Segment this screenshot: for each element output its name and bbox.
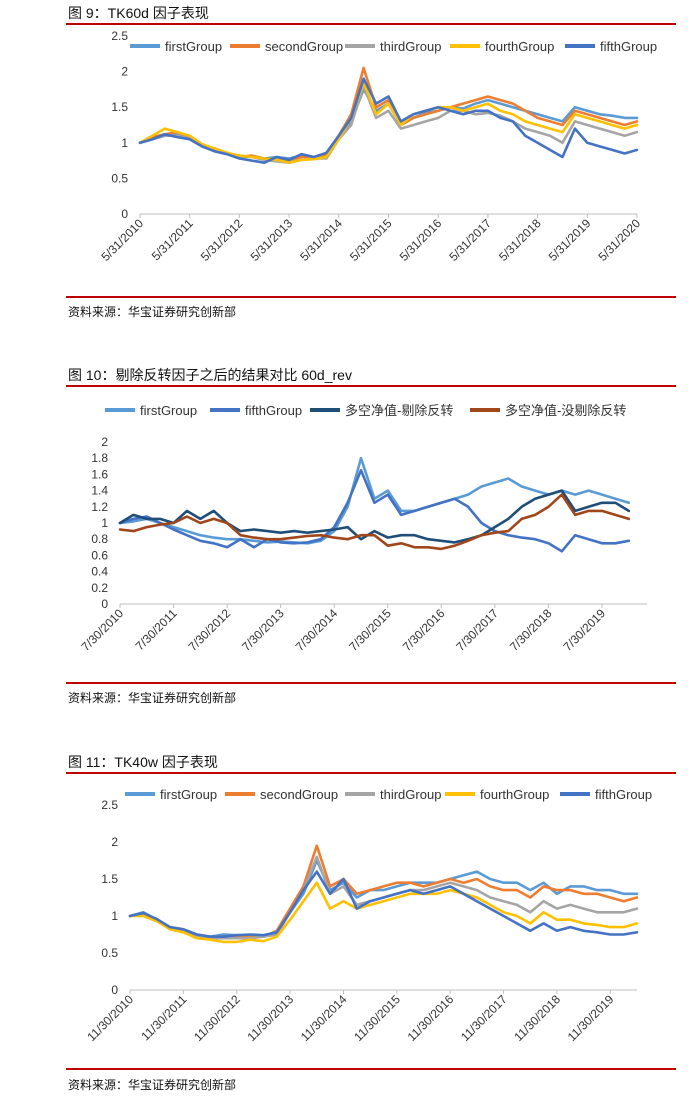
series-line-0 <box>118 456 631 545</box>
legend-label: fourthGroup <box>485 39 554 54</box>
x-tick-label: 5/31/2017 <box>446 216 494 264</box>
figure-11-top-rule <box>66 772 676 774</box>
x-tick-label: 11/30/2019 <box>565 992 617 1044</box>
legend-label: firstGroup <box>140 403 197 418</box>
y-tick-label: 1 <box>121 136 128 150</box>
y-tick-label: 1 <box>111 909 118 923</box>
legend-label: secondGroup <box>260 787 338 802</box>
figure-9-bottom-rule <box>66 296 676 298</box>
x-tick-label: 5/31/2016 <box>397 216 445 264</box>
figure-9-chart: 00.511.522.55/31/2010 5/31/2011 5/31/2012 5… <box>98 29 657 264</box>
series-line-4 <box>138 77 639 164</box>
x-tick-label: 7/30/2019 <box>560 606 608 654</box>
x-tick-label: 5/31/2011 <box>149 216 196 263</box>
x-tick-label: 7/30/2015 <box>346 606 394 654</box>
series-line-2 <box>118 489 631 544</box>
figure-11-source: 资料来源：华宝证券研究创新部 <box>68 1078 237 1092</box>
y-tick-label: 1.5 <box>101 872 118 886</box>
x-tick-label: 11/30/2014 <box>298 992 350 1044</box>
legend-label: fifthGroup <box>595 787 652 802</box>
x-tick-label: 7/30/2018 <box>507 606 555 654</box>
y-tick-label: 1.2 <box>91 500 108 514</box>
x-tick-label: 7/30/2012 <box>186 606 234 654</box>
y-tick-label: 0.5 <box>101 946 118 960</box>
x-tick-label: 5/31/2015 <box>347 216 395 264</box>
y-tick-label: 2 <box>111 835 118 849</box>
legend-label: fifthGroup <box>600 39 657 54</box>
x-tick-label: 5/31/2013 <box>248 216 296 264</box>
legend-label: 多空净值-没剔除反转 <box>505 403 626 418</box>
x-tick-label: 7/30/2013 <box>239 606 287 654</box>
figure-9-top-rule <box>66 23 676 25</box>
x-tick-label: 11/30/2013 <box>244 992 296 1044</box>
figure-10-title: 图 10：剔除反转因子之后的结果对比 60d_rev <box>68 367 352 383</box>
legend-label: thirdGroup <box>380 39 441 54</box>
y-tick-label: 2.5 <box>101 798 118 812</box>
legend-label: secondGroup <box>265 39 343 54</box>
series-line-3 <box>128 881 639 944</box>
y-tick-label: 0.6 <box>91 548 108 562</box>
y-tick-label: 0.8 <box>91 532 108 546</box>
figure-11-chart: 00.511.522.511/30/2010 11/30/2011 11/30/20… <box>84 787 652 1044</box>
y-tick-label: 1.4 <box>91 484 108 498</box>
y-tick-label: 0.5 <box>111 171 128 185</box>
y-tick-label: 1 <box>101 516 108 530</box>
series-line-3 <box>118 493 631 551</box>
legend-label: firstGroup <box>160 787 217 802</box>
x-tick-label: 11/30/2017 <box>458 992 510 1044</box>
x-tick-label: 7/30/2014 <box>293 606 341 654</box>
y-tick-label: 2 <box>101 435 108 449</box>
figure-11-bottom-rule <box>66 1068 676 1070</box>
y-tick-label: 0 <box>121 207 128 221</box>
figure-9-source: 资料来源：华宝证券研究创新部 <box>68 305 237 319</box>
legend-label: firstGroup <box>165 39 222 54</box>
series-line-3 <box>138 80 639 164</box>
x-tick-label: 11/30/2018 <box>511 992 563 1044</box>
y-tick-label: 1.5 <box>111 100 128 114</box>
legend-label: thirdGroup <box>380 787 441 802</box>
x-tick-label: 7/30/2010 <box>78 606 126 654</box>
x-tick-label: 5/31/2018 <box>496 216 544 264</box>
y-tick-label: 1.8 <box>91 451 108 465</box>
y-tick-label: 0.4 <box>91 565 108 579</box>
figure-10-bottom-rule <box>66 682 676 684</box>
x-tick-label: 5/31/2014 <box>297 216 345 264</box>
figure-11-title: 图 11：TK40w 因子表现 <box>68 754 218 770</box>
x-tick-label: 7/30/2011 <box>133 606 180 653</box>
y-tick-label: 0 <box>111 983 118 997</box>
x-tick-label: 11/30/2015 <box>351 992 403 1044</box>
y-tick-label: 0.2 <box>91 581 108 595</box>
x-tick-label: 7/30/2017 <box>453 606 501 654</box>
legend-label: 多空净值-剔除反转 <box>345 403 453 418</box>
x-tick-label: 11/30/2016 <box>405 992 457 1044</box>
y-tick-label: 1.6 <box>91 467 108 481</box>
series-line-1 <box>118 469 631 553</box>
figure-9-title: 图 9：TK60d 因子表现 <box>68 5 209 21</box>
figure-10-top-rule <box>66 385 676 387</box>
x-tick-label: 11/30/2012 <box>191 992 243 1044</box>
x-tick-label: 11/30/2011 <box>138 992 189 1043</box>
figure-10-source: 资料来源：华宝证券研究创新部 <box>68 691 237 705</box>
x-tick-label: 5/31/2019 <box>546 216 594 264</box>
y-tick-label: 2 <box>121 65 128 79</box>
x-tick-label: 5/31/2012 <box>198 216 246 264</box>
y-tick-label: 0 <box>101 597 108 611</box>
x-tick-label: 5/31/2020 <box>595 216 643 264</box>
legend-label: fifthGroup <box>245 403 302 418</box>
x-tick-label: 5/31/2010 <box>98 216 146 264</box>
figure-10-chart: 00.20.40.60.811.21.41.61.827/30/2010 7/30… <box>78 403 647 654</box>
series-line-1 <box>138 66 639 162</box>
y-tick-label: 2.5 <box>111 29 128 43</box>
x-tick-label: 7/30/2016 <box>400 606 448 654</box>
legend-label: fourthGroup <box>480 787 549 802</box>
series-line-4 <box>128 870 639 938</box>
x-tick-label: 11/30/2010 <box>84 992 136 1044</box>
